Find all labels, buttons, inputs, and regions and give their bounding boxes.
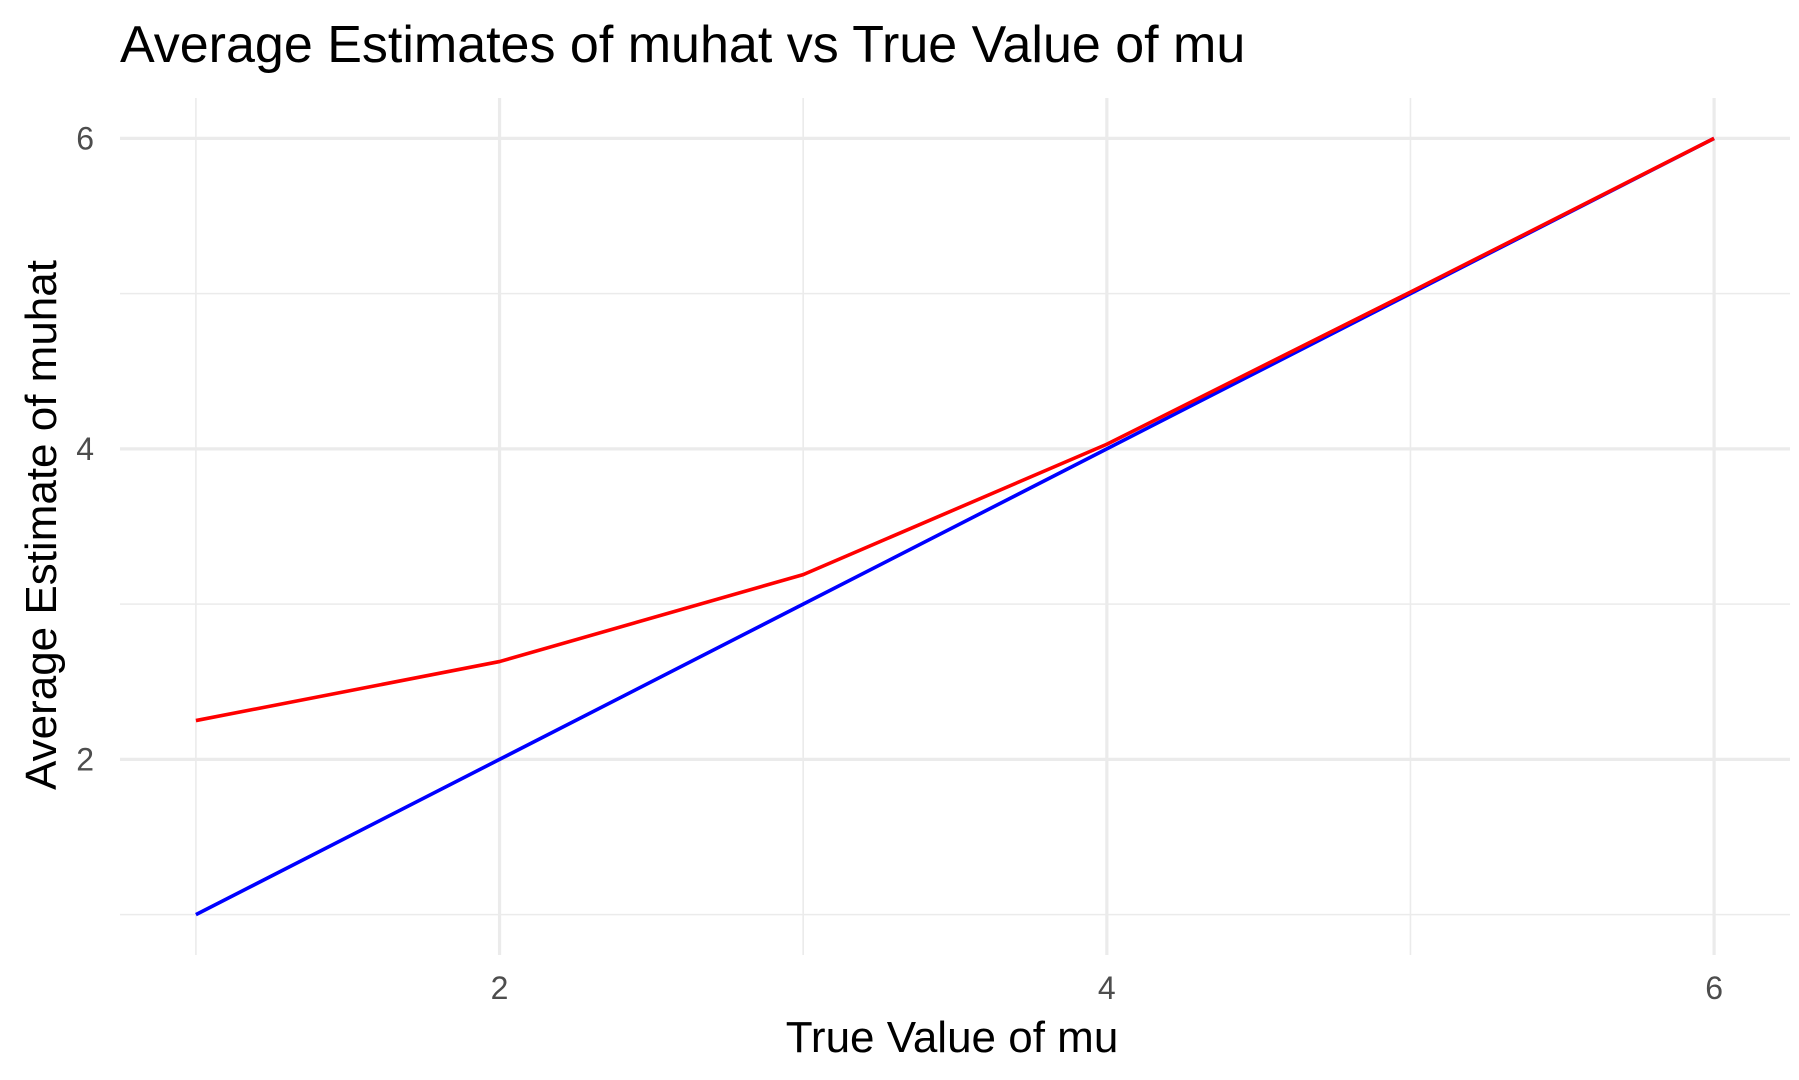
y-tick-label: 2 — [76, 741, 94, 777]
y-axis-title: Average Estimate of muhat — [17, 260, 66, 790]
series-line-2 — [195, 136, 1715, 723]
grid-lines — [120, 98, 1790, 955]
x-tick-label: 6 — [1705, 970, 1723, 1006]
y-tick-label: 4 — [76, 431, 94, 467]
tick-labels: 2 4 6 2 4 6 — [76, 120, 1723, 1006]
series-layer — [195, 136, 1715, 917]
y-tick-label: 6 — [76, 120, 94, 156]
x-tick-label: 2 — [491, 970, 509, 1006]
chart-title: Average Estimates of muhat vs True Value… — [120, 16, 1245, 74]
x-tick-label: 4 — [1098, 970, 1116, 1006]
x-axis-title: True Value of mu — [786, 1013, 1119, 1062]
